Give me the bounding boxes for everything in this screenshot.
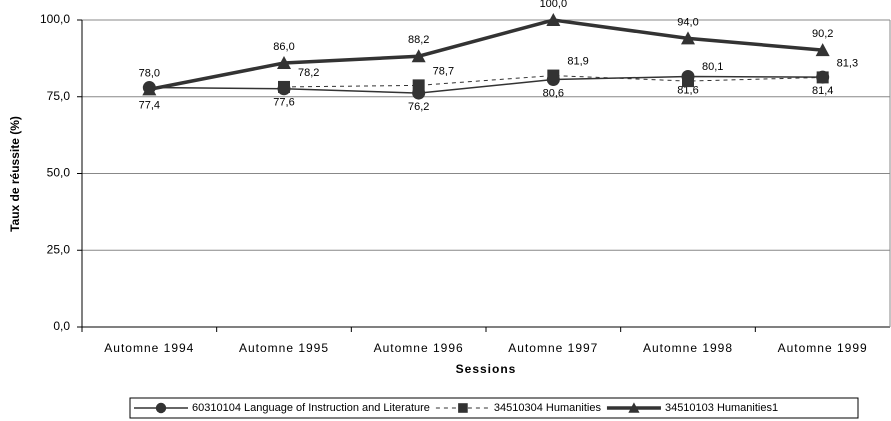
x-tick-label: Automne 1996 [374, 341, 464, 355]
data-point [277, 55, 291, 69]
data-label: 77,6 [273, 97, 294, 109]
data-label: 81,3 [837, 57, 858, 69]
data-label: 78,0 [139, 67, 160, 79]
y-tick-label: 0,0 [53, 319, 70, 333]
data-label: 76,2 [408, 101, 429, 113]
data-label: 94,0 [677, 16, 698, 28]
legend-box [129, 397, 859, 419]
data-point [278, 80, 290, 93]
series-line [149, 75, 823, 94]
legend-label: 60310104 Language of Instruction and Lit… [192, 402, 430, 414]
data-label: 81,4 [812, 85, 833, 97]
x-axis-title: Sessions [456, 362, 517, 376]
data-point [815, 43, 830, 57]
data-label: 80,6 [543, 87, 564, 99]
data-point [816, 71, 829, 84]
legend-label: 34510304 Humanities [494, 402, 602, 414]
y-tick-label: 50,0 [47, 166, 71, 180]
data-label: 81,9 [567, 55, 588, 67]
series-line [283, 75, 823, 88]
legend-marker [628, 402, 640, 413]
x-tick-label: Automne 1998 [643, 341, 733, 355]
legend-marker [458, 403, 468, 413]
legend-marker [155, 402, 167, 414]
data-point [681, 31, 695, 45]
data-point [411, 49, 426, 63]
series-line [148, 18, 823, 92]
y-tick-label: 100,0 [40, 12, 70, 26]
data-point [546, 13, 561, 26]
x-tick-label: Automne 1995 [239, 341, 329, 355]
data-point [547, 69, 560, 82]
x-tick-label: Automne 1997 [508, 341, 598, 355]
data-point [682, 75, 694, 88]
data-label: 86,0 [273, 41, 294, 53]
data-label: 80,1 [702, 61, 723, 73]
data-label: 100,0 [540, 0, 568, 10]
data-label: 88,2 [408, 34, 429, 46]
y-axis-title: Taux de réussite (%) [8, 116, 22, 232]
y-tick-label: 75,0 [47, 89, 71, 103]
data-label: 78,7 [433, 65, 454, 77]
data-label: 81,6 [677, 84, 698, 96]
y-tick-label: 25,0 [47, 242, 71, 256]
data-point [412, 79, 425, 92]
x-tick-label: Automne 1999 [778, 341, 868, 355]
data-label: 90,2 [812, 28, 833, 40]
data-point [142, 82, 157, 96]
legend-label: 34510103 Humanities1 [665, 402, 778, 414]
x-tick-label: Automne 1994 [104, 341, 194, 355]
data-label: 77,4 [139, 99, 160, 111]
data-label: 78,2 [298, 67, 319, 79]
